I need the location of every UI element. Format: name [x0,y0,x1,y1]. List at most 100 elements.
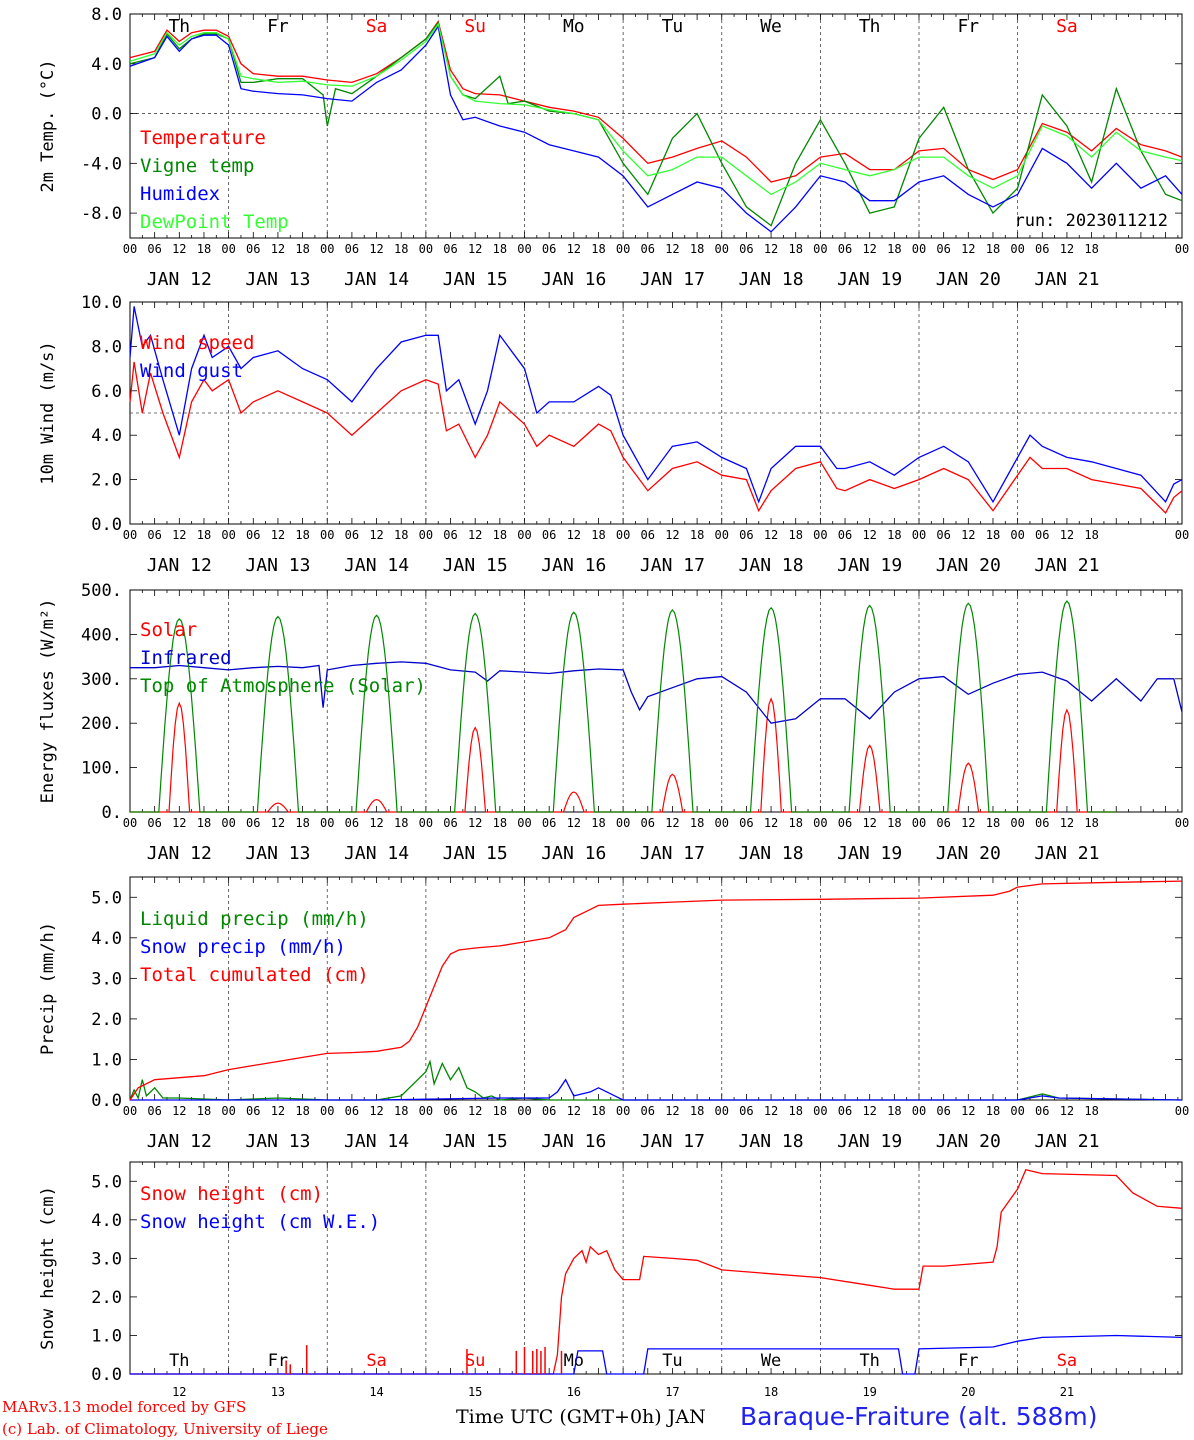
day-label: JAN 12 [147,1131,212,1152]
hour-tick-label: 00 [912,528,926,542]
hour-tick-label: 18 [493,528,507,542]
day-label: JAN 20 [936,269,1001,290]
weekday-label: Th [859,16,881,37]
day-label: JAN 16 [541,555,606,576]
hour-tick-label: 00 [419,242,433,256]
plot-frame [129,589,1183,813]
hour-tick-label: 18 [295,1104,309,1118]
day-label: JAN 16 [541,1131,606,1152]
hour-tick-label: 18 [690,816,704,830]
hour-tick-label: 18 [493,816,507,830]
day-number-label: 16 [567,1385,581,1399]
hour-tick-label: 12 [665,816,679,830]
hour-tick-label: 12 [764,816,778,830]
day-label: JAN 13 [245,269,310,290]
day-label: JAN 18 [739,843,804,864]
hour-tick-label: 00 [419,816,433,830]
hour-tick-label: 18 [887,528,901,542]
toa-solar-curve [327,614,426,813]
weekday-label: Sa [1057,1351,1077,1371]
hour-tick-label: 18 [591,1104,605,1118]
y-tick-label: 5.0 [91,888,122,908]
series-line-temperature [129,19,1183,183]
hour-tick-label: 00 [912,1104,926,1118]
hour-tick-label: 00 [1175,816,1189,830]
hour-tick-label: 12 [172,816,186,830]
hour-tick-label: 18 [986,242,1000,256]
hour-tick-label: 18 [394,1104,408,1118]
hour-tick-label: 18 [887,1104,901,1118]
weekday-label: We [760,16,782,37]
legend-entry: Wind speed [140,332,254,354]
day-number-label: 20 [961,1385,975,1399]
y-axis-label: Snow height (cm) [38,1186,58,1350]
hour-tick-label: 18 [591,816,605,830]
hour-tick-label: 12 [172,242,186,256]
hour-tick-label: 06 [1035,528,1049,542]
y-tick-label: 0.0 [91,105,122,125]
weekday-label: Sa [366,1351,386,1371]
hour-tick-label: 12 [468,242,482,256]
y-tick-label: 1.0 [91,1050,122,1070]
hour-tick-label: 18 [887,242,901,256]
hour-tick-label: 00 [616,816,630,830]
hour-tick-label: 00 [715,528,729,542]
hour-tick-label: 12 [567,1104,581,1118]
y-tick-label: 4.0 [91,929,122,949]
hour-tick-label: 00 [813,242,827,256]
hour-tick-label: 06 [936,528,950,542]
hour-tick-label: 00 [616,528,630,542]
day-label: JAN 20 [936,555,1001,576]
y-tick-label: 2.0 [91,1010,122,1030]
hour-tick-label: 12 [764,242,778,256]
hour-tick-label: 06 [542,1104,556,1118]
weekday-label: Tu [662,16,684,37]
series-line-wind-gust [129,306,1183,504]
hour-tick-label: 06 [641,528,655,542]
hour-tick-label: 18 [1084,1104,1098,1118]
hour-tick-label: 12 [961,528,975,542]
hour-tick-label: 18 [197,1104,211,1118]
hour-tick-label: 00 [715,242,729,256]
hour-tick-label: 06 [936,242,950,256]
hour-tick-label: 12 [271,528,285,542]
day-label: JAN 13 [245,555,310,576]
hour-tick-label: 18 [394,242,408,256]
hour-tick-label: 00 [912,816,926,830]
time-axis-label: Time UTC (GMT+0h) JAN [456,1406,706,1428]
hour-tick-label: 12 [369,242,383,256]
hour-tick-label: 06 [739,242,753,256]
hour-tick-label: 18 [788,242,802,256]
hour-tick-label: 06 [246,242,260,256]
day-label: JAN 18 [739,555,804,576]
legend-entry: Top of Atmosphere (Solar) [140,675,426,697]
day-label: JAN 20 [936,843,1001,864]
y-tick-label: -8.0 [81,204,122,224]
hour-tick-label: 06 [345,242,359,256]
legend-entry: Temperature [140,127,266,149]
hour-tick-label: 12 [1060,242,1074,256]
hour-tick-label: 00 [1175,528,1189,542]
day-number-label: 15 [468,1385,482,1399]
toa-solar-curve [130,617,229,813]
hour-tick-label: 00 [517,816,531,830]
hour-tick-label: 00 [1010,528,1024,542]
hour-tick-label: 06 [641,816,655,830]
day-label: JAN 14 [344,843,409,864]
series-line-dewpoint-temp [129,22,1183,196]
toa-solar-curve [623,609,722,813]
hour-tick-label: 00 [123,1104,137,1118]
y-tick-label: 200. [81,714,122,734]
y-tick-label: 2.0 [91,1288,122,1308]
hour-tick-label: 00 [517,528,531,542]
hour-tick-label: 00 [813,816,827,830]
day-label: JAN 12 [147,843,212,864]
hour-tick-label: 18 [295,242,309,256]
day-number-label: 12 [172,1385,186,1399]
toa-solar-curve [228,615,328,813]
legend-entry: Snow precip (mm/h) [140,936,346,958]
hour-tick-label: 00 [813,528,827,542]
hour-tick-label: 00 [221,1104,235,1118]
hour-tick-label: 06 [936,1104,950,1118]
solar-curve [425,726,525,813]
